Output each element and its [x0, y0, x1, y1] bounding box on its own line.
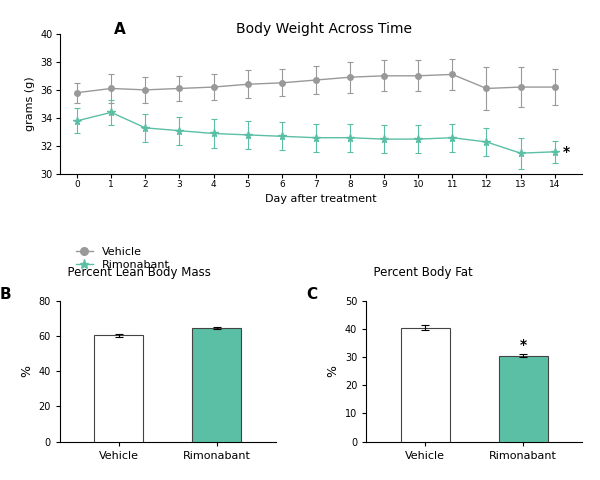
Bar [94, 335, 143, 442]
Text: A: A [114, 22, 126, 36]
Text: Body Weight Across Time: Body Weight Across Time [236, 22, 412, 36]
Text: B: B [0, 287, 11, 302]
Text: *: * [563, 145, 571, 159]
Bar [193, 328, 241, 442]
Text: Percent Lean Body Mass: Percent Lean Body Mass [60, 266, 211, 279]
Y-axis label: %: % [326, 365, 340, 377]
Legend: Vehicle, Rimonabant: Vehicle, Rimonabant [76, 247, 169, 270]
Text: *: * [520, 338, 527, 352]
Y-axis label: grams (g): grams (g) [25, 77, 35, 131]
X-axis label: Day after treatment: Day after treatment [265, 194, 377, 204]
Bar [401, 328, 449, 442]
Bar [499, 356, 548, 442]
Y-axis label: %: % [20, 365, 33, 377]
Text: C: C [306, 287, 317, 302]
Text: Percent Body Fat: Percent Body Fat [366, 266, 473, 279]
